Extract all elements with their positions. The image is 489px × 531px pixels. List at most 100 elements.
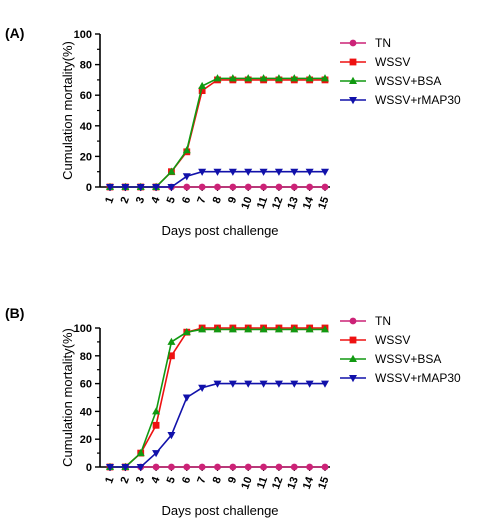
- x-tick-label: 2: [119, 475, 132, 485]
- x-tick-label: 10: [239, 475, 254, 491]
- y-tick-label: 20: [80, 151, 92, 163]
- data-point: [136, 184, 145, 192]
- data-point: [290, 463, 298, 471]
- legend-label: WSSV+rMAP30: [375, 371, 461, 385]
- data-point: [244, 380, 253, 388]
- legend-marker: [349, 317, 357, 325]
- data-point: [306, 463, 314, 471]
- data-point: [168, 463, 175, 471]
- x-tick-label: 7: [195, 475, 208, 485]
- y-tick-label: 40: [80, 406, 92, 418]
- data-point: [306, 183, 314, 191]
- data-point: [167, 432, 176, 440]
- panel-label: (A): [5, 25, 24, 41]
- data-point: [213, 168, 222, 176]
- data-point: [121, 464, 130, 472]
- legend-entry: WSSV: [340, 333, 410, 347]
- data-point: [152, 450, 161, 458]
- data-point: [167, 167, 176, 175]
- data-point: [213, 325, 222, 333]
- data-point: [152, 184, 161, 192]
- y-axis-title: Cumulation mortality(%): [60, 41, 75, 180]
- data-point: [198, 325, 207, 333]
- data-point: [321, 463, 329, 471]
- x-tick-label: 13: [285, 475, 300, 491]
- data-point: [290, 183, 298, 191]
- x-tick-label: 9: [226, 475, 239, 485]
- legend-entry: WSSV: [340, 55, 410, 69]
- data-point: [183, 183, 191, 191]
- data-point: [228, 74, 237, 82]
- data-point: [228, 168, 237, 176]
- data-point: [244, 463, 252, 471]
- data-point: [152, 407, 161, 415]
- x-tick-label: 12: [270, 475, 285, 491]
- y-tick-label: 20: [80, 434, 92, 446]
- legend-marker: [349, 76, 357, 84]
- data-point: [305, 168, 314, 176]
- data-point: [168, 352, 175, 360]
- x-tick-label: 15: [316, 475, 331, 491]
- data-point: [259, 74, 268, 82]
- series-wssv-bsa: [106, 325, 329, 470]
- data-point: [244, 168, 253, 176]
- data-point: [198, 168, 207, 176]
- data-point: [274, 380, 283, 388]
- series-line: [110, 328, 325, 468]
- data-point: [259, 380, 268, 388]
- data-point: [244, 325, 253, 333]
- panel-label: (B): [5, 305, 24, 321]
- data-point: [106, 184, 114, 192]
- series-wssv: [106, 324, 329, 471]
- x-tick-label: 9: [226, 195, 239, 205]
- data-point: [167, 184, 176, 192]
- data-point: [290, 325, 299, 333]
- data-point: [182, 327, 191, 336]
- legend-marker: [349, 58, 357, 66]
- data-point: [274, 74, 283, 82]
- series-tn: [106, 463, 329, 471]
- x-tick-label: 8: [211, 475, 224, 485]
- x-tick-label: 7: [195, 195, 208, 205]
- y-tick-label: 40: [80, 121, 92, 133]
- x-tick-label: 5: [165, 475, 178, 485]
- y-tick-label: 0: [86, 182, 92, 194]
- series-wssv-rmap30: [106, 380, 329, 472]
- data-point: [198, 463, 206, 471]
- data-point: [152, 463, 160, 471]
- x-tick-label: 11: [255, 195, 270, 210]
- data-point: [321, 325, 329, 333]
- data-point: [136, 448, 145, 457]
- x-tick-label: 1: [103, 475, 116, 485]
- data-point: [275, 463, 283, 471]
- data-point: [213, 74, 222, 82]
- data-point: [198, 87, 206, 95]
- x-tick-label: 4: [149, 474, 163, 485]
- data-point: [182, 146, 191, 154]
- series-line: [110, 327, 325, 468]
- data-point: [228, 325, 237, 333]
- legend-label: WSSV+BSA: [375, 352, 441, 366]
- data-point: [260, 463, 267, 471]
- legend-marker: [349, 336, 357, 344]
- legend-entry: WSSV+rMAP30: [340, 93, 461, 107]
- data-point: [305, 325, 314, 333]
- data-point: [198, 183, 206, 191]
- x-tick-label: 5: [165, 195, 178, 205]
- y-tick-label: 80: [80, 351, 92, 363]
- x-tick-label: 6: [180, 475, 193, 485]
- legend-entry: TN: [340, 36, 391, 50]
- y-tick-label: 100: [74, 29, 92, 41]
- data-point: [213, 380, 222, 388]
- x-tick-label: 6: [180, 195, 193, 205]
- data-point: [106, 464, 114, 472]
- x-tick-label: 13: [285, 195, 300, 211]
- data-point: [290, 168, 299, 176]
- data-point: [136, 464, 145, 472]
- data-point: [198, 81, 207, 90]
- data-point: [228, 380, 237, 388]
- legend-entry: TN: [340, 314, 391, 328]
- series-wssv-rmap30: [106, 168, 329, 192]
